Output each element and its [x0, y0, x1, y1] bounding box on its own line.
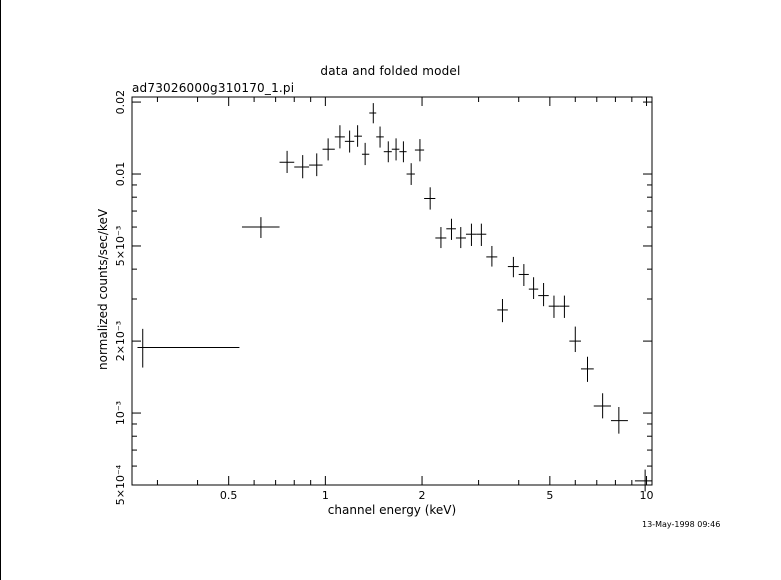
data-point: [610, 406, 628, 434]
x-axis-label: channel energy (keV): [327, 503, 457, 517]
y-tick-label: 0.02: [114, 90, 127, 115]
data-point: [465, 223, 477, 246]
x-tick-label: 5: [546, 489, 553, 502]
x-tick-label: 0.5: [220, 489, 238, 502]
axis-ticks: [132, 97, 652, 486]
data-point: [538, 282, 549, 307]
data-point: [634, 469, 652, 492]
data-point: [593, 393, 611, 419]
window-left-edge: [0, 0, 1, 580]
y-tick-label: 2×10⁻³: [114, 321, 127, 361]
y-tick-label: 5×10⁻⁴: [114, 464, 127, 505]
data-point: [424, 187, 436, 210]
data-point: [383, 141, 392, 163]
tick-labels: 0.5 1 2 5 10 5×10⁻⁴ 10⁻³ 2×10⁻³ 5×10⁻³ 0.01 0.02: [114, 90, 654, 505]
timestamp: 13-May-1998 09:46: [642, 520, 721, 529]
data-point: [559, 295, 570, 318]
data-point: [569, 326, 581, 353]
data-point: [518, 264, 529, 287]
data-point: [414, 139, 425, 162]
data-point: [497, 299, 508, 323]
data-point: [354, 125, 362, 147]
chart-title: data and folded model: [320, 64, 461, 78]
x-tick-label: 2: [419, 489, 426, 502]
data-points: [137, 103, 652, 492]
data-point: [369, 103, 377, 124]
chart-subtitle: ad73026000g310170_1.pi: [132, 81, 295, 95]
data-point: [309, 153, 323, 177]
y-tick-label: 5×10⁻³: [114, 226, 127, 266]
data-point: [446, 218, 456, 240]
y-tick-label: 10⁻³: [114, 401, 127, 425]
data-point: [361, 142, 370, 166]
x-tick-label: 1: [322, 489, 329, 502]
data-point: [322, 138, 335, 161]
plot-frame: [131, 96, 653, 486]
data-point: [548, 295, 560, 318]
data-point: [294, 155, 310, 179]
data-point: [334, 125, 345, 149]
data-point: [391, 138, 400, 161]
y-axis-label: normalized counts/sec/keV: [96, 208, 110, 370]
data-point: [486, 245, 498, 267]
data-point: [279, 150, 295, 173]
data-point: [580, 356, 594, 382]
data-point: [241, 217, 280, 238]
y-tick-label: 0.01: [114, 162, 127, 187]
data-point: [476, 223, 487, 246]
data-point: [399, 141, 407, 163]
data-point: [344, 130, 355, 153]
data-point: [528, 277, 539, 300]
x-tick-label: 10: [640, 489, 654, 502]
data-point: [376, 126, 384, 148]
data-point: [137, 328, 240, 368]
data-point: [406, 163, 415, 185]
data-point: [435, 227, 447, 249]
data-point: [455, 227, 466, 249]
data-point: [507, 256, 519, 278]
